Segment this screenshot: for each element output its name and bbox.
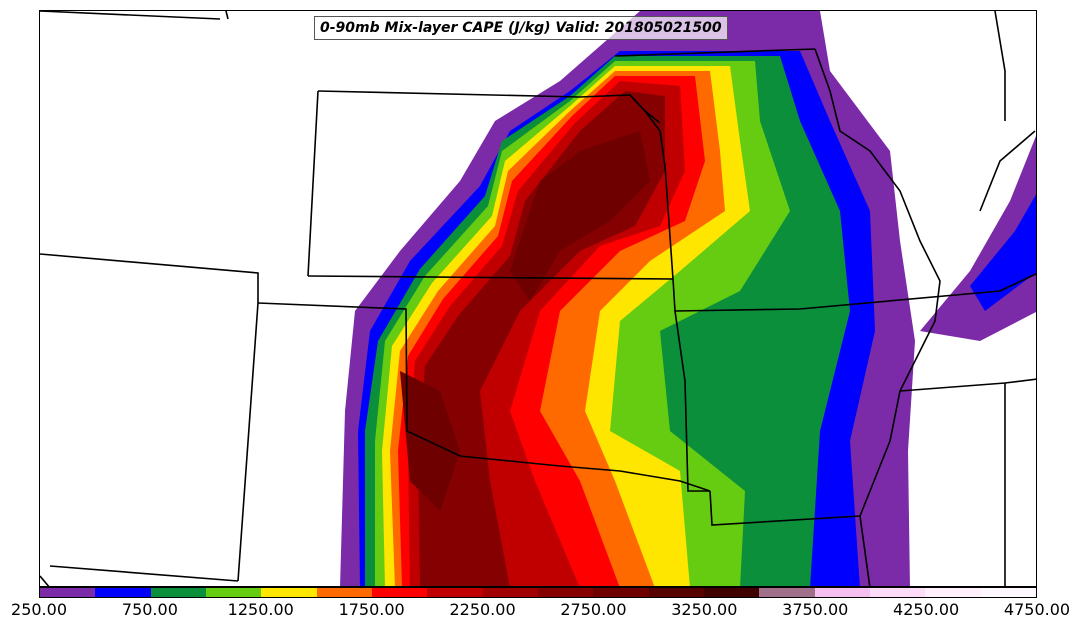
colorbar-segment <box>482 588 538 597</box>
colorbar-segment <box>205 588 262 597</box>
colorbar-tick-label: 750.00 <box>121 600 178 619</box>
colorbar-segment <box>150 588 206 597</box>
colorbar-segment <box>648 588 704 597</box>
colorbar-segment <box>537 588 594 597</box>
colorbar-tick-label: 3250.00 <box>671 600 738 619</box>
colorbar-tick-label: 4250.00 <box>893 600 960 619</box>
colorbar-tick-label: 4750.00 <box>1003 600 1071 619</box>
state-boundaries <box>40 11 1036 586</box>
boundary-missouri-west <box>672 278 710 492</box>
boundary-north-line <box>40 11 221 20</box>
colorbar-tick-labels: 250.00 750.00 1250.00 1750.00 2250.00 2750.00… <box>0 600 1081 624</box>
cape-shading <box>340 11 1036 586</box>
boundary-wisconsin-east <box>979 130 1036 212</box>
colorbar-segment <box>593 588 649 597</box>
boundary-nebraska-kansas <box>307 275 674 280</box>
boundary-colorado-newmexico <box>237 302 259 582</box>
cape-colorbar <box>39 587 1037 598</box>
map-title: 0-90mb Mix-layer CAPE (J/kg) Valid: 2018… <box>314 16 728 40</box>
boundary-arkansas-south <box>709 490 861 526</box>
colorbar-segment <box>925 588 981 597</box>
colorbar-segment <box>427 588 483 597</box>
colorbar-segment <box>869 588 926 597</box>
boundary-kansas-oklahoma <box>257 302 711 492</box>
colorbar-segment <box>980 588 1036 597</box>
boundary-nebraska-west <box>307 90 319 277</box>
boundary-ark-east <box>859 515 871 586</box>
colorbar-tick-label: 1250.00 <box>227 600 294 619</box>
boundary-mississippi <box>814 48 941 517</box>
colorbar-tick-label: 1750.00 <box>338 600 405 619</box>
colorbar-tick-label: 2750.00 <box>560 600 627 619</box>
colorbar-segment <box>316 588 372 597</box>
cape-band-deepmaroon <box>510 131 650 301</box>
boundary-newmexico-south <box>49 565 239 582</box>
colorbar-tick-label: 250.00 <box>11 600 67 619</box>
boundary-illinois-indiana <box>899 378 1036 392</box>
colorbar-segment <box>371 588 428 597</box>
colorbar-segment <box>261 588 317 597</box>
boundary-iowa-missouri <box>674 273 1036 312</box>
colorbar-segment <box>814 588 870 597</box>
colorbar-segment <box>703 588 760 597</box>
colorbar-tick-label: 2250.00 <box>449 600 516 619</box>
colorbar-segment <box>95 588 151 597</box>
colorbar-segment <box>759 588 815 597</box>
boundary-minnesota-iowa <box>614 48 816 57</box>
boundary-se-corner <box>40 575 50 586</box>
cape-map: 0-90mb Mix-layer CAPE (J/kg) Valid: 2018… <box>39 10 1037 587</box>
cape-contour-map <box>40 11 1036 586</box>
boundary-kentucky-tennessee <box>994 11 1006 121</box>
boundary-kansas-missouri-north <box>629 94 674 280</box>
colorbar-tick-label: 3750.00 <box>782 600 849 619</box>
colorbar-segment <box>40 588 96 597</box>
boundary-oklahoma-panhandle <box>40 253 259 303</box>
